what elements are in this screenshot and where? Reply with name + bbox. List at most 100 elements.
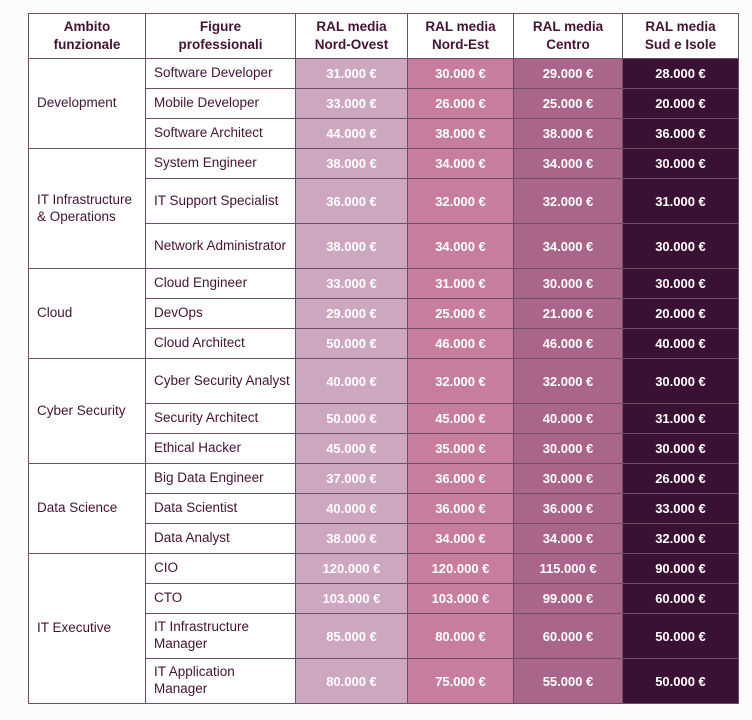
value-cell-nord-est: 26.000 €	[407, 88, 514, 119]
value-cell-sud-isole: 30.000 €	[622, 358, 739, 404]
value-cell-nord-ovest: 38.000 €	[295, 223, 408, 269]
header-line2: Centro	[546, 37, 590, 52]
header-ral-sud-isole: RAL media Sud e Isole	[622, 13, 739, 59]
header-line2: Sud e Isole	[644, 37, 717, 52]
value-cell-nord-ovest: 45.000 €	[295, 433, 408, 464]
value-cell-centro: 30.000 €	[513, 433, 623, 464]
value-cell-centro: 21.000 €	[513, 298, 623, 329]
header-ral-centro: RAL media Centro	[513, 13, 623, 59]
value-cell-nord-est: 38.000 €	[407, 118, 514, 149]
table-row: IT Executive CIO 120.000 € 120.000 € 115…	[28, 553, 739, 704]
table-row: Ethical Hacker 45.000 € 35.000 € 30.000 …	[29, 433, 739, 464]
header-line2: Nord-Ovest	[314, 37, 389, 52]
table-row: IT Application Manager 80.000 € 75.000 €…	[29, 658, 739, 704]
header-line2: Nord-Est	[432, 37, 489, 52]
role-cell: Cloud Engineer	[145, 268, 296, 299]
role-cell: Software Developer	[145, 58, 296, 89]
value-cell-nord-est: 31.000 €	[407, 268, 514, 299]
value-cell-sud-isole: 30.000 €	[622, 268, 739, 299]
value-cell-centro: 34.000 €	[513, 223, 623, 269]
role-cell: CTO	[145, 583, 296, 614]
value-cell-centro: 60.000 €	[513, 613, 623, 659]
value-cell-sud-isole: 60.000 €	[622, 583, 739, 614]
value-cell-centro: 55.000 €	[513, 658, 623, 704]
area-cell-it-executive: IT Executive	[28, 553, 146, 704]
table-row: Data Analyst 38.000 € 34.000 € 34.000 € …	[29, 523, 739, 554]
value-cell-nord-est: 34.000 €	[407, 148, 514, 179]
role-cell: Data Analyst	[145, 523, 296, 554]
value-cell-sud-isole: 20.000 €	[622, 298, 739, 329]
value-cell-centro: 99.000 €	[513, 583, 623, 614]
value-cell-nord-est: 36.000 €	[407, 493, 514, 524]
table-row: Cyber Security Cyber Security Analyst 40…	[28, 358, 739, 464]
header-figure-professionali: Figure professionali	[145, 13, 296, 59]
value-cell-centro: 40.000 €	[513, 403, 623, 434]
table-row: Security Architect 50.000 € 45.000 € 40.…	[29, 403, 739, 434]
table-row: CTO 103.000 € 103.000 € 99.000 € 60.000 …	[29, 583, 739, 614]
header-row: Ambito funzionale Figure professionali R…	[28, 13, 739, 59]
area-cell-cyber-security: Cyber Security	[28, 358, 146, 464]
role-cell: CIO	[145, 553, 296, 584]
value-cell-centro: 25.000 €	[513, 88, 623, 119]
value-cell-nord-ovest: 36.000 €	[295, 178, 408, 224]
value-cell-nord-est: 32.000 €	[407, 358, 514, 404]
value-cell-sud-isole: 33.000 €	[622, 493, 739, 524]
area-cell-data-science: Data Science	[28, 463, 146, 554]
value-cell-nord-est: 45.000 €	[407, 403, 514, 434]
header-line1: RAL media	[532, 19, 604, 35]
header-ral-nord-ovest: RAL media Nord-Ovest	[295, 13, 408, 59]
header-line1: RAL media	[645, 19, 716, 35]
area-cell-development: Development	[28, 58, 146, 149]
value-cell-nord-est: 80.000 €	[407, 613, 514, 659]
value-cell-sud-isole: 30.000 €	[622, 433, 739, 464]
table-row: IT Support Specialist 36.000 € 32.000 € …	[29, 178, 739, 224]
value-cell-centro: 34.000 €	[513, 523, 623, 554]
value-cell-centro: 30.000 €	[513, 268, 623, 299]
role-cell: Software Architect	[145, 118, 296, 149]
value-cell-nord-est: 34.000 €	[407, 523, 514, 554]
role-cell: Security Architect	[145, 403, 296, 434]
table-row: DevOps 29.000 € 25.000 € 21.000 € 20.000…	[29, 298, 739, 329]
value-cell-nord-ovest: 31.000 €	[295, 58, 408, 89]
value-cell-centro: 32.000 €	[513, 178, 623, 224]
value-cell-sud-isole: 32.000 €	[622, 523, 739, 554]
value-cell-sud-isole: 20.000 €	[622, 88, 739, 119]
role-cell: Big Data Engineer	[145, 463, 296, 494]
role-cell: Data Scientist	[145, 493, 296, 524]
value-cell-nord-est: 25.000 €	[407, 298, 514, 329]
value-cell-sud-isole: 40.000 €	[622, 328, 739, 359]
role-cell: DevOps	[145, 298, 296, 329]
value-cell-nord-ovest: 50.000 €	[295, 403, 408, 434]
value-cell-nord-est: 32.000 €	[407, 178, 514, 224]
value-cell-nord-ovest: 37.000 €	[295, 463, 408, 494]
header-line2: professionali	[178, 37, 263, 52]
value-cell-nord-est: 30.000 €	[407, 58, 514, 89]
table-row: Data Science Big Data Engineer 37.000 € …	[28, 463, 739, 554]
value-cell-nord-est: 34.000 €	[407, 223, 514, 269]
value-cell-sud-isole: 36.000 €	[622, 118, 739, 149]
value-cell-nord-ovest: 120.000 €	[295, 553, 408, 584]
role-cell: Network Administrator	[145, 223, 296, 269]
value-cell-nord-ovest: 38.000 €	[295, 523, 408, 554]
value-cell-centro: 115.000 €	[513, 553, 623, 584]
value-cell-nord-est: 36.000 €	[407, 463, 514, 494]
value-cell-nord-ovest: 33.000 €	[295, 88, 408, 119]
area-cell-it-infrastructure-operations: IT Infrastructure & Operations	[28, 148, 146, 269]
header-line1: Figure	[199, 19, 242, 35]
role-cell: Cloud Architect	[145, 328, 296, 359]
value-cell-nord-ovest: 40.000 €	[295, 358, 408, 404]
salary-table: Ambito funzionale Figure professionali R…	[28, 13, 739, 704]
header-line1: RAL media	[316, 19, 387, 35]
value-cell-sud-isole: 50.000 €	[622, 658, 739, 704]
value-cell-nord-ovest: 85.000 €	[295, 613, 408, 659]
value-cell-sud-isole: 31.000 €	[622, 403, 739, 434]
role-cell: IT Application Manager	[145, 658, 296, 704]
role-cell: Ethical Hacker	[145, 433, 296, 464]
header-ral-nord-est: RAL media Nord-Est	[407, 13, 514, 59]
value-cell-nord-est: 103.000 €	[407, 583, 514, 614]
header-line2: funzionale	[53, 37, 121, 52]
value-cell-nord-est: 46.000 €	[407, 328, 514, 359]
header-ambito-funzionale: Ambito funzionale	[28, 13, 146, 59]
value-cell-sud-isole: 50.000 €	[622, 613, 739, 659]
table-row: IT Infrastructure Manager 85.000 € 80.00…	[29, 613, 739, 659]
